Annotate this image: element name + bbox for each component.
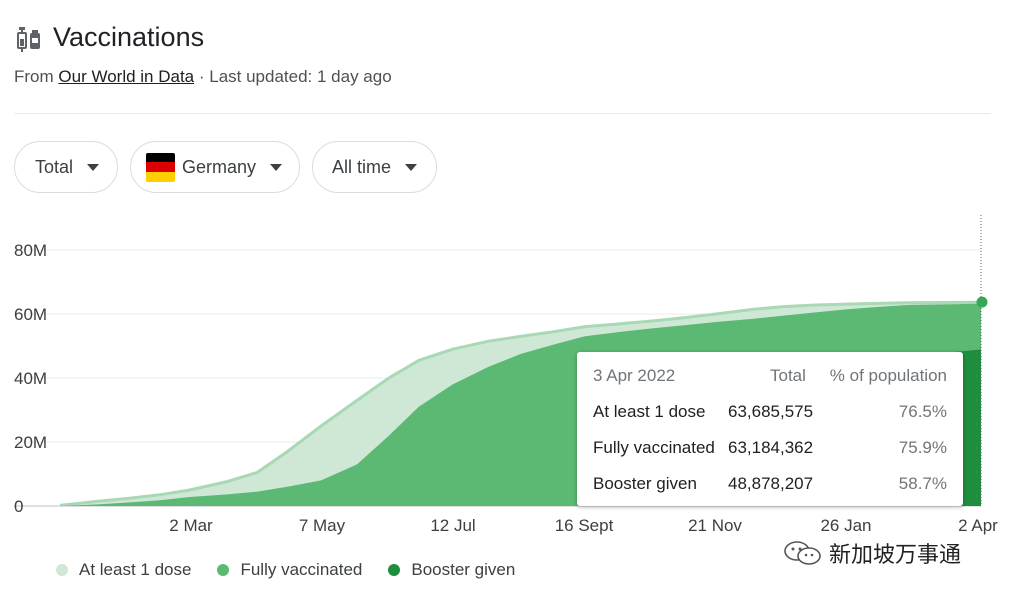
range-label: All time xyxy=(332,156,392,177)
legend-label: Fully vaccinated xyxy=(240,560,363,579)
x-tick-label: 16 Sept xyxy=(555,516,614,535)
tooltip-row: Fully vaccinated 63,184,362 75.9% xyxy=(593,438,947,462)
y-tick-label: 0 xyxy=(14,497,23,516)
tooltip-row-label: At least 1 dose xyxy=(593,402,706,421)
x-tick-label: 12 Jul xyxy=(430,516,475,535)
tooltip-row-pct: 75.9% xyxy=(898,438,947,457)
legend-label: At least 1 dose xyxy=(79,560,192,579)
tooltip-row-total: 63,685,575 xyxy=(728,402,814,421)
divider xyxy=(14,113,991,114)
tooltip-row-pct: 58.7% xyxy=(898,474,947,493)
vaccine-icon xyxy=(17,27,40,52)
line-at-least-one-dose xyxy=(59,300,982,507)
chevron-down-icon xyxy=(270,163,283,171)
tooltip-row: Booster given 48,878,207 58.7% xyxy=(593,474,947,498)
tooltip-date: 3 Apr 2022 xyxy=(593,366,676,385)
y-tick-label: 40M xyxy=(14,369,47,388)
tooltip-col-total: Total xyxy=(770,366,806,385)
y-tick-label: 80M xyxy=(14,241,47,260)
legend-dot xyxy=(217,564,230,576)
tooltip-row: At least 1 dose 63,685,575 76.5% xyxy=(593,402,947,426)
legend-item-fully[interactable]: Fully vaccinated xyxy=(217,560,362,580)
germany-flag-icon xyxy=(146,152,175,182)
chart-legend: At least 1 dose Fully vaccinated Booster… xyxy=(56,560,541,580)
legend-item-at-least-one[interactable]: At least 1 dose xyxy=(56,560,191,580)
chart-tooltip: 3 Apr 2022 Total % of population At leas… xyxy=(577,352,963,506)
chevron-down-icon xyxy=(405,163,418,171)
x-tick-label: 2 Apr xyxy=(958,516,998,535)
page-title: Vaccinations xyxy=(53,22,205,52)
hover-marker xyxy=(976,296,988,308)
country-label: Germany xyxy=(182,156,257,177)
chevron-down-icon xyxy=(87,163,100,171)
watermark-text: 新加坡万事通 xyxy=(829,542,962,567)
source-line: From Our World in Data · Last updated: 1… xyxy=(14,67,392,87)
tooltip-row-pct: 76.5% xyxy=(898,402,947,421)
metric-dropdown[interactable]: Total xyxy=(14,141,118,193)
tooltip-row-label: Booster given xyxy=(593,474,697,493)
legend-dot xyxy=(56,564,68,576)
tooltip-row-total: 63,184,362 xyxy=(728,438,814,457)
legend-label: Booster given xyxy=(411,560,516,579)
x-tick-label: 21 Nov xyxy=(688,516,742,535)
legend-item-booster[interactable]: Booster given xyxy=(388,560,515,580)
legend-dot xyxy=(388,564,401,576)
x-tick-label: 26 Jan xyxy=(820,516,871,535)
x-tick-label: 2 Mar xyxy=(169,516,213,535)
wechat-icon xyxy=(784,541,821,565)
y-tick-label: 60M xyxy=(14,305,47,324)
x-tick-label: 7 May xyxy=(299,516,346,535)
watermark: 新加坡万事通 xyxy=(783,537,961,569)
from-label: From xyxy=(14,67,54,86)
metric-label: Total xyxy=(35,156,74,177)
tooltip-row-total: 48,878,207 xyxy=(728,474,814,493)
last-updated: · Last updated: 1 day ago xyxy=(194,67,392,86)
tooltip-row-label: Fully vaccinated xyxy=(593,438,715,457)
range-dropdown[interactable]: All time xyxy=(312,141,437,193)
country-dropdown[interactable]: Germany xyxy=(130,141,300,193)
y-tick-label: 20M xyxy=(14,433,47,452)
source-link[interactable]: Our World in Data xyxy=(58,67,195,86)
tooltip-col-pct: % of population xyxy=(829,366,947,385)
